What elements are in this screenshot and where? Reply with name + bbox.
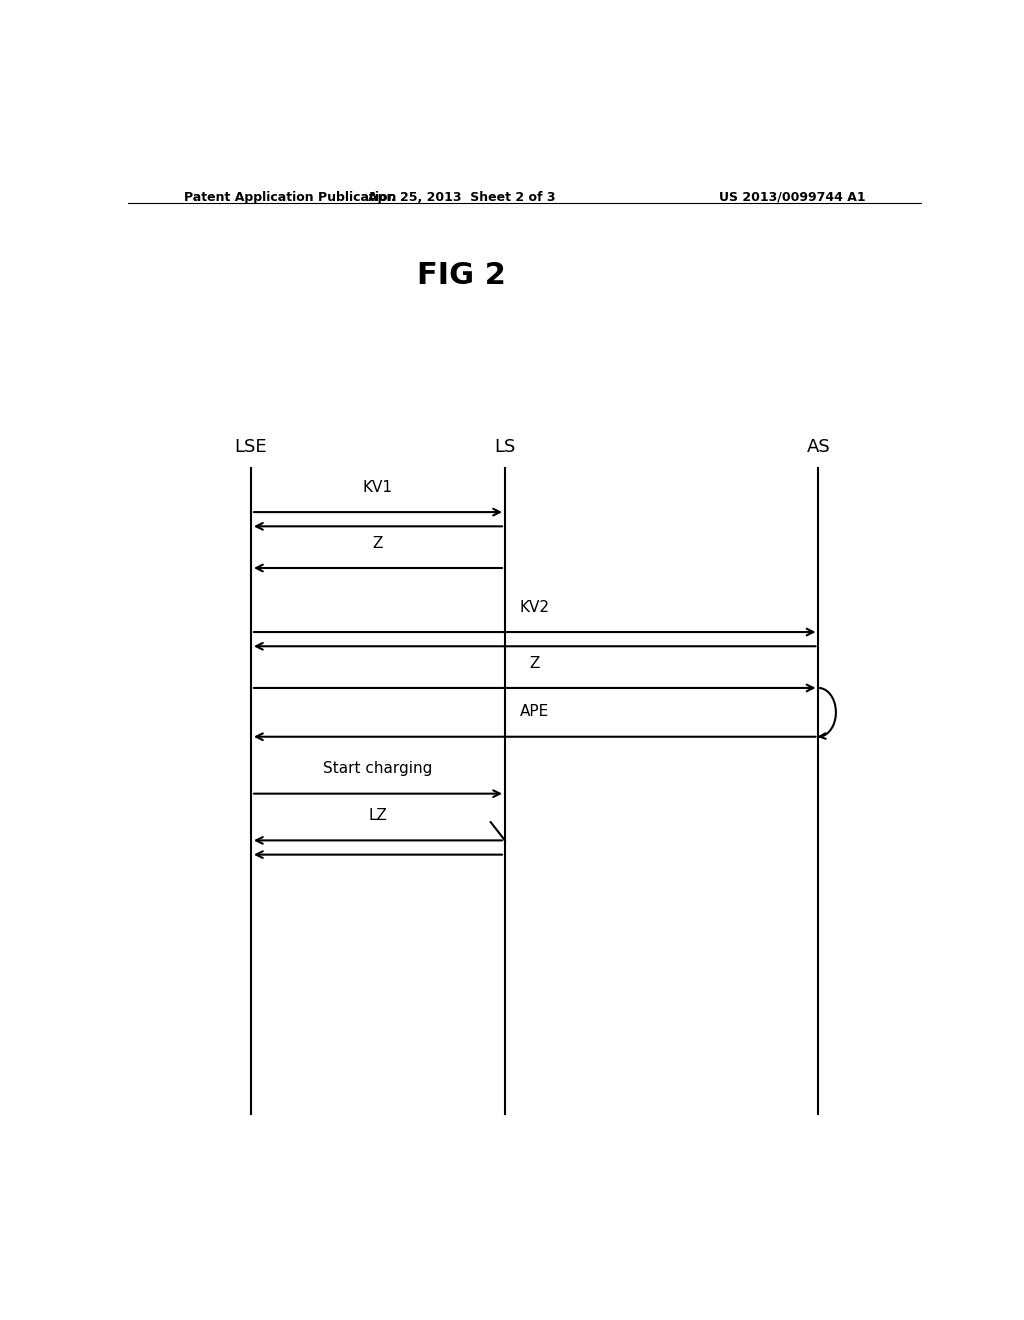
Text: LZ: LZ [369, 808, 387, 824]
Text: LSE: LSE [234, 438, 267, 457]
Text: Z: Z [529, 656, 540, 671]
Text: LS: LS [495, 438, 516, 457]
Text: Apr. 25, 2013  Sheet 2 of 3: Apr. 25, 2013 Sheet 2 of 3 [368, 191, 555, 203]
Text: Z: Z [373, 536, 383, 550]
Text: Start charging: Start charging [324, 762, 433, 776]
Text: APE: APE [520, 705, 549, 719]
Text: Patent Application Publication: Patent Application Publication [183, 191, 396, 203]
Text: AS: AS [807, 438, 830, 457]
Text: US 2013/0099744 A1: US 2013/0099744 A1 [720, 191, 866, 203]
Text: FIG 2: FIG 2 [417, 261, 506, 290]
Text: KV2: KV2 [520, 599, 550, 615]
Text: KV1: KV1 [362, 480, 393, 495]
